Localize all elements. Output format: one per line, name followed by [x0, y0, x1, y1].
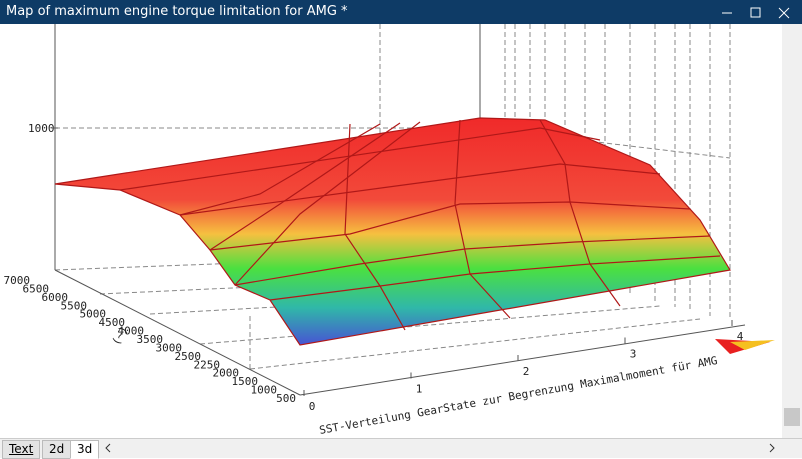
y-tick-label: 1500 — [232, 375, 259, 388]
x-tick-label: 2 — [523, 365, 530, 378]
horizontal-scrollbar — [105, 443, 775, 453]
x-tick-label: 1 — [416, 383, 423, 396]
scrollbar-thumb[interactable] — [784, 408, 800, 426]
y-tick-label: 7000 — [4, 274, 31, 287]
y-tick-label: 6000 — [42, 291, 69, 304]
y-tick-label: 5500 — [61, 299, 88, 312]
y-tick-label: 2000 — [213, 367, 240, 380]
y-tick-label: 3500 — [137, 333, 164, 346]
surface-mesh — [119, 119, 721, 331]
orientation-marker — [715, 339, 775, 354]
scroll-right[interactable] — [769, 443, 775, 453]
x-tick-label: 4 — [737, 330, 744, 343]
title-bar: Map of maximum engine torque limitation … — [0, 0, 802, 24]
surface — [54, 117, 731, 346]
y-tick-label: 2250 — [194, 358, 221, 371]
window-title: Map of maximum engine torque limitation … — [6, 4, 348, 19]
y-tick-label: 4500 — [99, 316, 126, 329]
vertical-scrollbar[interactable] — [782, 24, 802, 438]
z-tick-label: 1000 — [28, 122, 55, 135]
scroll-left[interactable] — [105, 443, 111, 453]
plot-3d: 1000 50010001500200022502500300035004000… — [4, 24, 802, 438]
x-tick-label: 0 — [309, 400, 316, 413]
close-button[interactable] — [778, 7, 790, 19]
y-tick-label: 500 — [276, 392, 296, 405]
window-controls — [722, 7, 790, 19]
x-axis-label: SST-Verteilung GearState zur Begrenzung … — [318, 354, 718, 437]
tab-bar: Text 2d 3d — [0, 438, 802, 459]
x-tick-label: 3 — [630, 348, 637, 361]
y-tick-label: 4000 — [118, 325, 145, 338]
y-tick-label: 5000 — [80, 308, 107, 321]
y-tick-label: 1000 — [251, 384, 278, 397]
maximize-button[interactable] — [750, 7, 761, 18]
y-tick-label: 3000 — [156, 341, 183, 354]
y-tick-label: 6500 — [23, 282, 50, 295]
tab[interactable]: 3d — [70, 440, 100, 459]
y-tick-label: 2500 — [175, 350, 202, 363]
